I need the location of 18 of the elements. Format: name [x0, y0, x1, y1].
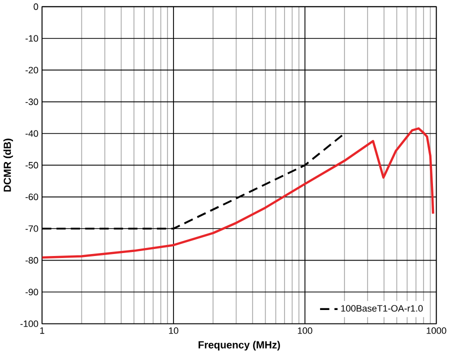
- y-tick-label: -60: [26, 194, 38, 200]
- y-tick-label: -50: [26, 162, 38, 169]
- y-tick-label: -30: [26, 98, 38, 106]
- y-tick-label: -10: [26, 35, 38, 42]
- x-tick-label: 1: [40, 327, 44, 334]
- y-tick-label: 0: [34, 3, 38, 10]
- y-axis-title: DCMR (dB): [3, 138, 13, 192]
- x-tick-label: 100: [298, 327, 312, 334]
- y-tick-label: -70: [26, 225, 38, 232]
- y-tick-label: -20: [26, 66, 38, 74]
- y-tick-label: -90: [26, 288, 38, 296]
- x-axis-title: Frequency (MHz): [198, 340, 280, 351]
- y-tick-label: -80: [26, 257, 38, 264]
- legend-label: 100BaseT1-OA-r1.0: [341, 305, 423, 312]
- x-tick-label: 10: [169, 327, 178, 334]
- x-tick-label: 1000: [426, 327, 446, 334]
- y-tick-label: -100: [20, 320, 38, 328]
- y-tick-label: -40: [26, 130, 38, 137]
